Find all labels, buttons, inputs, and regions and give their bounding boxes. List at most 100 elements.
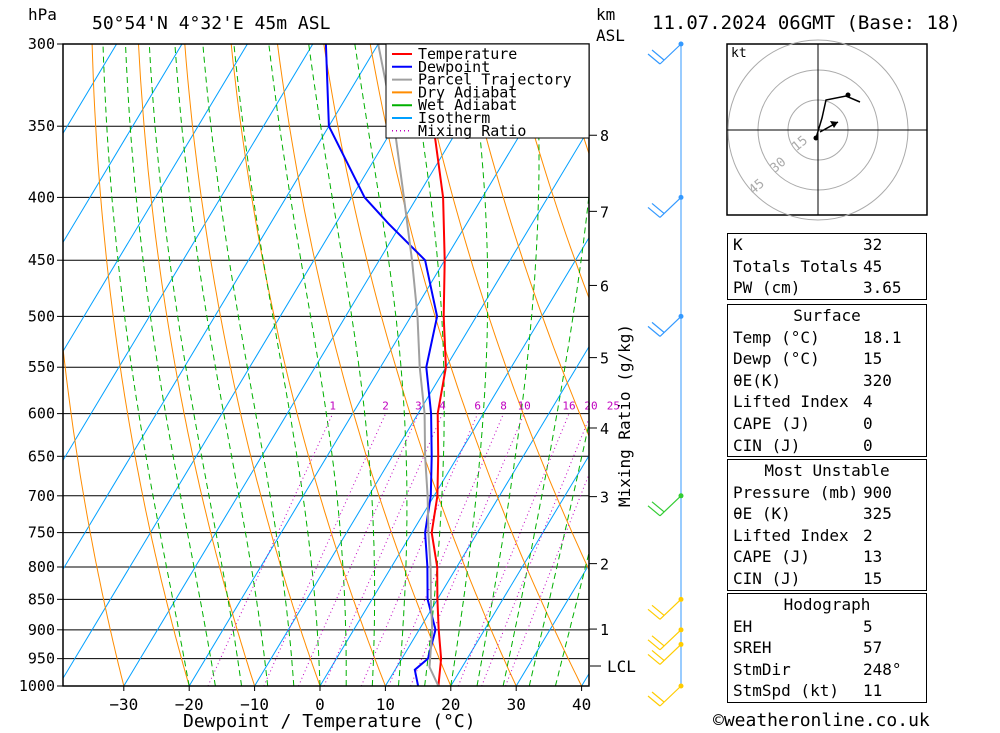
index-row: Totals Totals 45	[733, 256, 883, 276]
mixing-ratio-label: 6	[474, 400, 481, 413]
index-row: θE (K) 325	[733, 504, 892, 524]
pressure-tick-label: 750	[28, 524, 55, 542]
pressure-tick-label: 350	[28, 117, 55, 135]
legend-label: Parcel Trajectory	[418, 71, 572, 89]
index-row: CAPE (J) 0	[733, 413, 873, 433]
pressure-tick-label: 550	[28, 358, 55, 376]
mixing-ratio-label: 1	[329, 400, 336, 413]
isotherm	[63, 44, 445, 680]
temperature-tick-label: −20	[175, 695, 204, 714]
x-axis-label: Dewpoint / Temperature (°C)	[183, 711, 476, 732]
wet-adiabat	[102, 44, 190, 686]
legend-label: Dry Adiabat	[418, 83, 517, 101]
mixing-ratio-axis-label: Mixing Ratio (g/kg)	[615, 324, 634, 507]
surface-title: Surface	[793, 306, 861, 325]
temperature-tick-label: 30	[507, 695, 526, 714]
temperature-tick-label: −30	[109, 695, 138, 714]
height-tick-label: 1	[600, 621, 609, 639]
isotherm	[515, 563, 589, 686]
legend-label: Temperature	[418, 45, 517, 63]
isotherm	[319, 236, 589, 686]
station-location: 50°54'N 4°32'E 45m ASL	[92, 13, 331, 34]
dry-adiabat	[508, 44, 589, 300]
pressure-tick-label: 850	[28, 590, 55, 608]
legend-label: Mixing Ratio	[418, 122, 526, 140]
index-row: Lifted Index 2	[733, 525, 873, 545]
legend-label: Isotherm	[418, 109, 490, 127]
series-parcel-trajectory	[377, 44, 440, 686]
wet-adiabat	[407, 44, 445, 686]
mixing-ratio-label: 16	[562, 400, 575, 413]
mixing-ratio-line	[323, 413, 443, 686]
isotherm	[63, 44, 248, 353]
dry-adiabat	[369, 44, 583, 686]
dry-adiabat	[138, 44, 256, 686]
index-row: SREH 57	[733, 638, 883, 658]
indices-hodograph: Hodograph EH 5 SREH 57 StmDir 248° StmSpd (…	[727, 593, 927, 703]
index-row: Dewp (°C) 15	[733, 349, 883, 369]
index-row: CAPE (J) 13	[733, 547, 883, 567]
dry-adiabat	[277, 44, 452, 686]
index-row: CIN (J) 0	[733, 435, 873, 455]
height-tick-label: 4	[600, 420, 609, 438]
dry-adiabat	[462, 44, 589, 438]
isotherm	[254, 127, 589, 686]
pressure-tick-label: 500	[28, 307, 55, 325]
most-unstable-title: Most Unstable	[764, 461, 890, 480]
wet-adiabat	[233, 44, 321, 686]
dry-adiabat	[63, 343, 125, 686]
mixing-ratio-label: 4	[439, 400, 446, 413]
index-row: Pressure (mb) 900	[733, 482, 892, 502]
wet-adiabat	[268, 44, 347, 686]
wind-profile	[647, 41, 684, 707]
index-row: EH 5	[733, 616, 873, 636]
pressure-tick-label: 400	[28, 188, 55, 206]
mixing-ratio-line	[505, 473, 589, 686]
mixing-ratio-label: 3	[415, 400, 422, 413]
index-row: StmSpd (kt) 11	[733, 681, 883, 701]
series-temperature	[423, 44, 447, 686]
mixing-ratio-line	[298, 413, 419, 686]
plot-frame	[62, 43, 590, 687]
wet-adiabat	[148, 44, 242, 686]
dry-adiabat	[416, 44, 589, 571]
mixing-ratio-label: 10	[518, 400, 531, 413]
pressure-tick-label: 450	[28, 251, 55, 269]
isotherm	[188, 44, 575, 686]
pressure-tick-label: 950	[28, 650, 55, 668]
wet-adiabat	[354, 44, 408, 686]
dry-adiabat	[91, 44, 190, 686]
pressure-tick-label: 300	[28, 35, 55, 53]
index-row: StmDir 248°	[733, 659, 902, 679]
temperature-tick-label: −10	[240, 695, 269, 714]
index-row: CIN (J) 15	[733, 568, 883, 588]
wet-adiabat	[528, 421, 589, 686]
pressure-tick-label: 1000	[19, 677, 55, 695]
copyright-link[interactable]: ©weatheronline.co.uk	[713, 710, 930, 731]
mixing-ratio-line	[207, 413, 334, 686]
mixing-ratio-label: 8	[500, 400, 507, 413]
temperature-tick-label: 0	[315, 695, 325, 714]
indices-surface: Surface Temp (°C) 18.1 Dewp (°C) 15 θE(K) 3…	[727, 304, 927, 458]
pressure-tick-label: 700	[28, 487, 55, 505]
wet-adiabat	[476, 44, 540, 686]
temperature-tick-label: 40	[572, 695, 591, 714]
pressure-tick-label: 900	[28, 621, 55, 639]
isotherm	[450, 454, 589, 686]
mixing-ratio-line	[263, 413, 387, 686]
mixing-ratio-line	[410, 413, 525, 686]
isotherm	[123, 44, 510, 686]
hodograph-unit: kt	[731, 46, 747, 61]
wet-adiabat	[450, 44, 489, 686]
isotherm	[63, 44, 118, 135]
dry-adiabat	[230, 44, 386, 686]
height-tick-label: 3	[600, 489, 609, 507]
wet-adiabat	[202, 44, 295, 686]
height-tick-label: 5	[600, 350, 609, 368]
legend-label: Wet Adiabat	[418, 96, 517, 114]
mixing-ratio-line	[360, 413, 479, 686]
pressure-tick-label: 600	[28, 405, 55, 423]
wet-adiabat	[125, 44, 216, 686]
